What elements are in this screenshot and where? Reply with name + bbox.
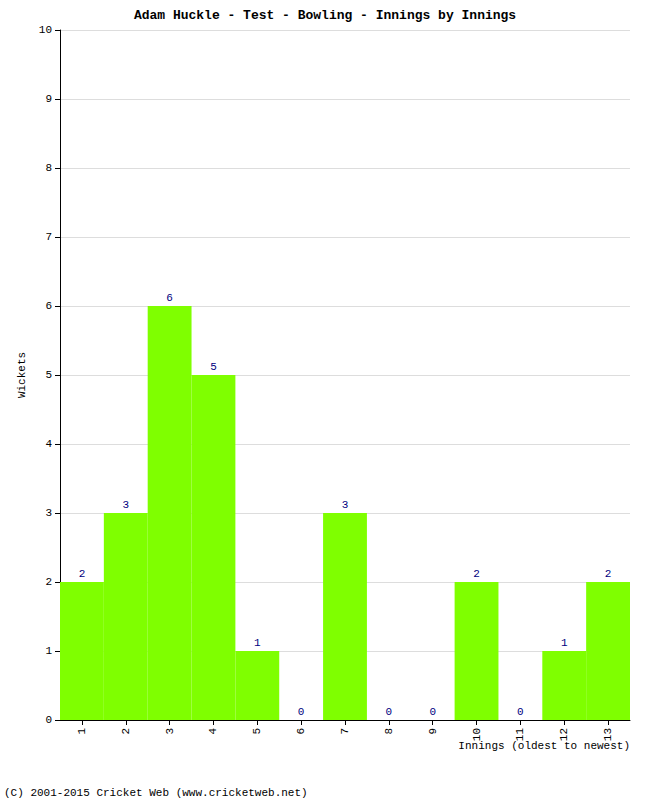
svg-text:7: 7 bbox=[339, 728, 351, 735]
svg-text:3: 3 bbox=[164, 728, 176, 735]
svg-text:5: 5 bbox=[45, 369, 52, 381]
svg-text:1: 1 bbox=[45, 645, 52, 657]
svg-text:6: 6 bbox=[45, 300, 52, 312]
svg-text:4: 4 bbox=[45, 438, 52, 450]
svg-text:8: 8 bbox=[45, 162, 52, 174]
svg-text:8: 8 bbox=[383, 728, 395, 735]
svg-text:10: 10 bbox=[39, 24, 52, 36]
svg-text:11: 11 bbox=[514, 728, 526, 742]
svg-text:5: 5 bbox=[210, 361, 217, 373]
svg-text:Adam Huckle - Test - Bowling -: Adam Huckle - Test - Bowling - Innings b… bbox=[134, 8, 516, 23]
svg-text:4: 4 bbox=[207, 728, 219, 735]
svg-text:10: 10 bbox=[471, 728, 483, 741]
svg-text:0: 0 bbox=[386, 706, 393, 718]
svg-text:0: 0 bbox=[429, 706, 436, 718]
svg-text:6: 6 bbox=[166, 292, 173, 304]
svg-text:9: 9 bbox=[45, 93, 52, 105]
svg-text:13: 13 bbox=[602, 728, 614, 741]
svg-text:2: 2 bbox=[120, 728, 132, 735]
svg-text:2: 2 bbox=[473, 568, 480, 580]
svg-text:3: 3 bbox=[342, 499, 349, 511]
svg-text:0: 0 bbox=[298, 706, 305, 718]
svg-text:6: 6 bbox=[295, 728, 307, 735]
svg-text:3: 3 bbox=[45, 507, 52, 519]
svg-text:Innings (oldest to newest): Innings (oldest to newest) bbox=[458, 739, 630, 752]
svg-text:1: 1 bbox=[254, 637, 261, 649]
svg-text:3: 3 bbox=[122, 499, 129, 511]
svg-text:5: 5 bbox=[251, 728, 263, 735]
svg-text:1: 1 bbox=[76, 728, 88, 735]
svg-text:9: 9 bbox=[427, 728, 439, 735]
svg-text:2: 2 bbox=[605, 568, 612, 580]
svg-text:0: 0 bbox=[517, 706, 524, 718]
svg-text:12: 12 bbox=[558, 728, 570, 741]
svg-text:Wickets: Wickets bbox=[16, 352, 28, 398]
svg-text:7: 7 bbox=[45, 231, 52, 243]
svg-text:2: 2 bbox=[45, 576, 52, 588]
svg-text:2: 2 bbox=[79, 568, 86, 580]
svg-text:0: 0 bbox=[45, 714, 52, 726]
svg-text:1: 1 bbox=[561, 637, 568, 649]
svg-text:(C) 2001-2015 Cricket Web (www: (C) 2001-2015 Cricket Web (www.cricketwe… bbox=[4, 787, 308, 799]
